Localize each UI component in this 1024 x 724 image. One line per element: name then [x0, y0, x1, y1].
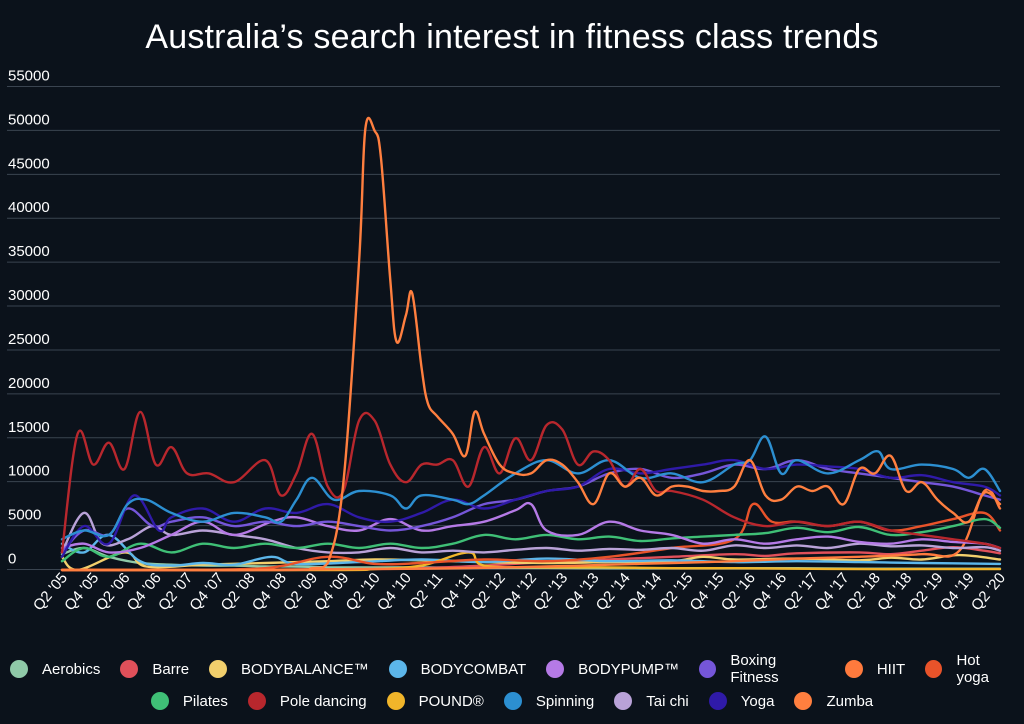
legend-label: Tai chi: [646, 692, 689, 710]
y-tick-label: 0: [8, 551, 16, 568]
y-tick-label: 40000: [8, 199, 50, 216]
y-tick-label: 20000: [8, 375, 50, 392]
y-tick-label: 10000: [8, 463, 50, 480]
legend-label: Hot yoga: [956, 652, 989, 686]
legend-swatch: [120, 660, 139, 678]
series-line-pilates: [60, 517, 1002, 563]
legend-item[interactable]: Aerobics: [10, 660, 100, 678]
legend-item[interactable]: POUND®: [386, 692, 484, 710]
legend-label: BODYCOMBAT: [420, 660, 527, 678]
legend-label: Barre: [152, 660, 190, 678]
legend-item[interactable]: Tai chi: [614, 692, 689, 710]
legend-swatch: [614, 692, 633, 710]
legend-label: Yoga: [740, 692, 775, 710]
y-tick-label: 30000: [8, 287, 50, 304]
legend-label: Spinning: [535, 692, 595, 710]
legend-swatch: [925, 660, 943, 678]
legend-swatch: [10, 660, 28, 678]
legend-item[interactable]: BODYCOMBAT: [388, 660, 527, 678]
legend-item[interactable]: Spinning: [503, 692, 595, 710]
legend-item[interactable]: BODYBALANCE™: [209, 660, 369, 678]
y-axis-ticks: 0 5000 10000 15000 20000 25000 30000 35000 40000…: [8, 68, 50, 568]
series-line-bodycombat: [60, 533, 1002, 567]
series-line-hot-yoga: [60, 502, 1002, 572]
legend-swatch: [386, 692, 405, 710]
legend-swatch: [209, 660, 228, 678]
legend-row-2: Pilates Pole dancing POUND® Spinning Tai chi…: [0, 692, 1024, 710]
legend-swatch: [844, 660, 863, 678]
legend-label: HIIT: [876, 660, 906, 678]
legend-swatch: [150, 692, 169, 710]
y-tick-label: 15000: [8, 419, 50, 436]
series-line-yoga: [60, 458, 1002, 558]
y-tick-label: 45000: [8, 155, 50, 172]
legend-item[interactable]: HIIT: [844, 660, 906, 678]
y-tick-label: 50000: [8, 111, 50, 128]
series-line-tai-chi: [60, 511, 1002, 555]
series-line-pole-dancing: [60, 410, 1002, 554]
legend-item[interactable]: Hot yoga: [925, 652, 1014, 686]
legend-swatch: [699, 660, 717, 678]
y-tick-label: 35000: [8, 243, 50, 260]
legend-swatch: [708, 692, 727, 710]
y-tick-label: 25000: [8, 331, 50, 348]
legend-label: Boxing Fitness: [730, 652, 779, 686]
grid-lines: [7, 86, 1000, 570]
legend-item[interactable]: Yoga: [708, 692, 775, 710]
legend-item[interactable]: Pole dancing: [247, 692, 367, 710]
legend-label: POUND®: [418, 692, 484, 710]
legend-swatch: [794, 692, 813, 710]
legend-label: Pilates: [182, 692, 228, 710]
legend-item[interactable]: Pilates: [150, 692, 228, 710]
legend-item[interactable]: Barre: [120, 660, 189, 678]
legend-label: Zumba: [826, 692, 874, 710]
legend-item[interactable]: Zumba: [794, 692, 873, 710]
legend-item[interactable]: Boxing Fitness: [699, 652, 825, 686]
x-tick-label: Q2 '20: [968, 570, 1009, 614]
legend-label: Aerobics: [42, 660, 101, 678]
series-line-bodypump: [60, 501, 1002, 554]
x-tick-label: Q2 '11: [406, 570, 446, 614]
y-tick-label: 55000: [8, 68, 50, 85]
legend-row-1: Aerobics Barre BODYBALANCE™ BODYCOMBAT BODYP…: [0, 652, 1024, 686]
series-line-zumba: [60, 116, 1002, 572]
x-tick-label: Q4 '10: [374, 570, 415, 614]
legend-swatch: [388, 660, 407, 678]
legend-item[interactable]: BODYPUMP™: [546, 660, 679, 678]
series-line-spinning: [60, 435, 1002, 541]
y-tick-label: 5000: [8, 507, 41, 524]
series-line-bodybalance: [60, 551, 1002, 572]
legend-swatch: [503, 692, 522, 710]
legend-label: BODYBALANCE™: [241, 660, 369, 678]
legend-swatch: [546, 660, 565, 678]
series-lines: [60, 116, 1002, 572]
legend-swatch: [247, 692, 266, 710]
legend-label: BODYPUMP™: [578, 660, 680, 678]
chart-title: Australia’s search interest in fitness c…: [145, 18, 879, 56]
legend-label: Pole dancing: [279, 692, 367, 710]
